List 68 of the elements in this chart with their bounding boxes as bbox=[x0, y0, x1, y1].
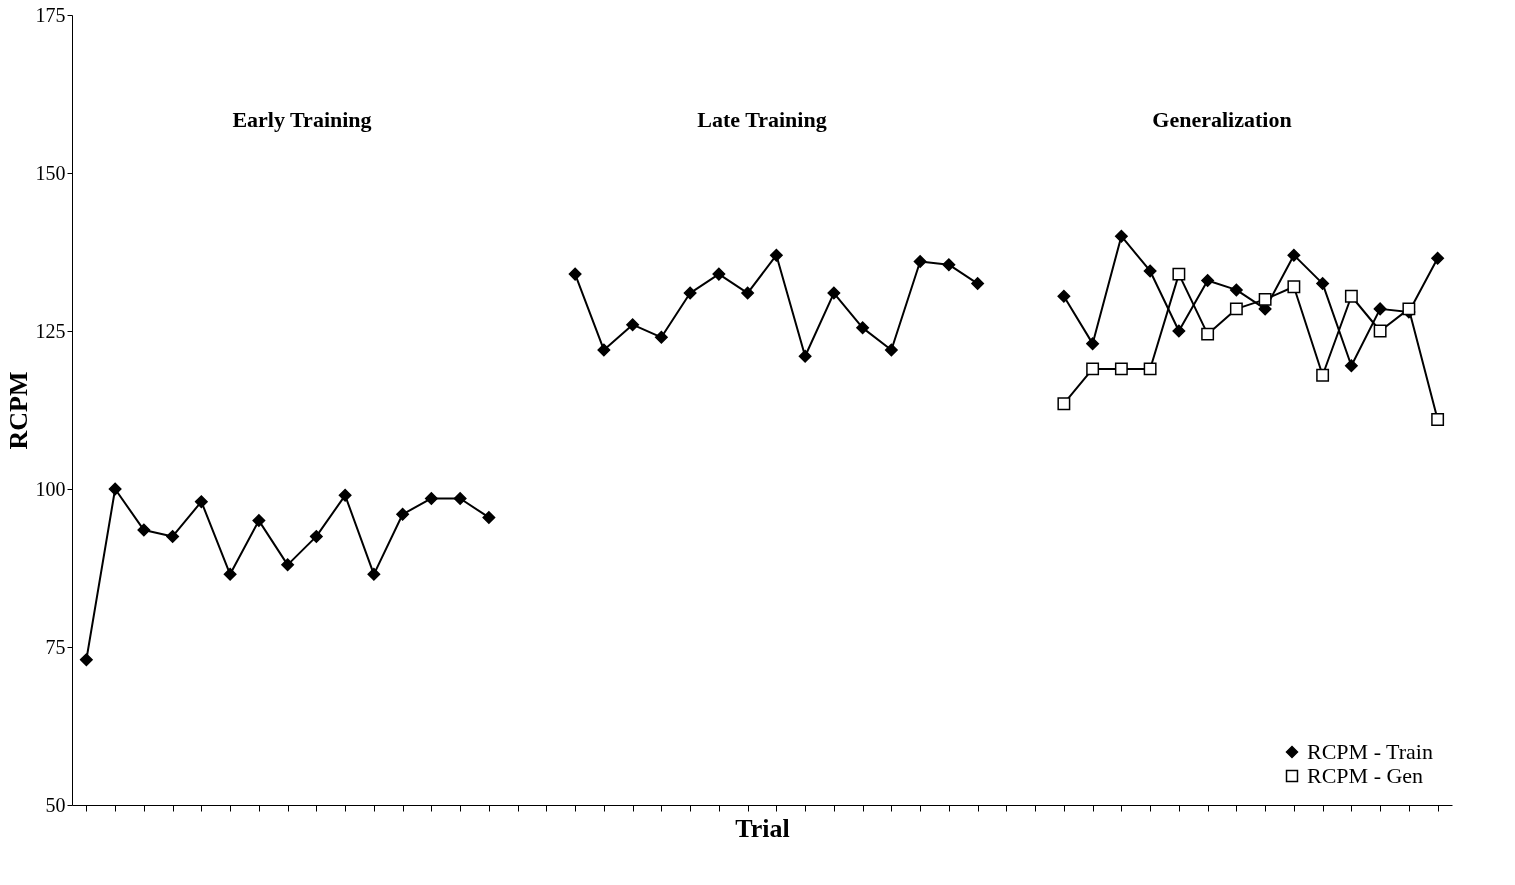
point bbox=[597, 343, 611, 357]
annotation: Generalization bbox=[1152, 107, 1292, 132]
point bbox=[884, 343, 898, 357]
point bbox=[108, 482, 122, 496]
point bbox=[1431, 413, 1445, 426]
point bbox=[654, 330, 668, 344]
point bbox=[1373, 302, 1387, 316]
y-axis-title: RCPM bbox=[3, 371, 33, 450]
point bbox=[626, 318, 640, 332]
point bbox=[683, 286, 697, 300]
point bbox=[137, 523, 151, 537]
point bbox=[856, 321, 870, 335]
point bbox=[769, 248, 783, 262]
point bbox=[798, 349, 812, 363]
point bbox=[396, 507, 410, 521]
point bbox=[1258, 292, 1272, 306]
point bbox=[252, 514, 266, 528]
point bbox=[1086, 362, 1100, 376]
point bbox=[453, 492, 467, 505]
point bbox=[1201, 327, 1215, 341]
point bbox=[1316, 368, 1330, 382]
point bbox=[1172, 324, 1186, 338]
y-tick-label: 100 bbox=[35, 477, 66, 500]
point bbox=[1373, 324, 1387, 338]
annotation: Late Training bbox=[697, 107, 827, 132]
point bbox=[194, 495, 208, 509]
point bbox=[1143, 264, 1157, 278]
y-tick-label: 50 bbox=[45, 793, 66, 816]
point bbox=[223, 567, 237, 581]
point bbox=[1287, 248, 1301, 262]
point bbox=[367, 567, 381, 581]
point bbox=[424, 492, 438, 505]
point bbox=[309, 529, 323, 543]
point bbox=[1229, 283, 1243, 297]
legend-label: RCPM - Gen bbox=[1307, 763, 1424, 788]
point bbox=[482, 510, 496, 524]
point bbox=[1057, 289, 1071, 303]
legend-label: RCPM - Train bbox=[1307, 739, 1433, 764]
point bbox=[166, 529, 180, 543]
point bbox=[913, 255, 927, 268]
point bbox=[712, 267, 726, 281]
point bbox=[827, 286, 841, 300]
point bbox=[1344, 359, 1358, 373]
point bbox=[568, 267, 582, 281]
y-tick-label: 150 bbox=[35, 161, 66, 184]
point bbox=[79, 653, 93, 667]
point bbox=[1114, 362, 1128, 376]
point bbox=[1143, 362, 1157, 376]
point bbox=[1057, 397, 1071, 411]
x-axis-title: Trial bbox=[735, 814, 790, 843]
point bbox=[1316, 277, 1330, 291]
y-tick-label: 75 bbox=[45, 635, 66, 658]
y-tick-label: 175 bbox=[35, 3, 66, 26]
point bbox=[1201, 273, 1215, 287]
point bbox=[1344, 289, 1358, 303]
point bbox=[1229, 302, 1243, 316]
point bbox=[338, 488, 352, 502]
point bbox=[1114, 229, 1128, 243]
point bbox=[741, 286, 755, 300]
annotation: Early Training bbox=[232, 107, 372, 132]
point bbox=[971, 277, 985, 291]
point bbox=[281, 558, 295, 572]
point bbox=[1086, 337, 1100, 351]
point bbox=[1431, 251, 1445, 265]
point bbox=[1287, 280, 1301, 294]
y-tick-label: 125 bbox=[35, 319, 66, 342]
point bbox=[1172, 267, 1186, 281]
point bbox=[942, 258, 956, 272]
